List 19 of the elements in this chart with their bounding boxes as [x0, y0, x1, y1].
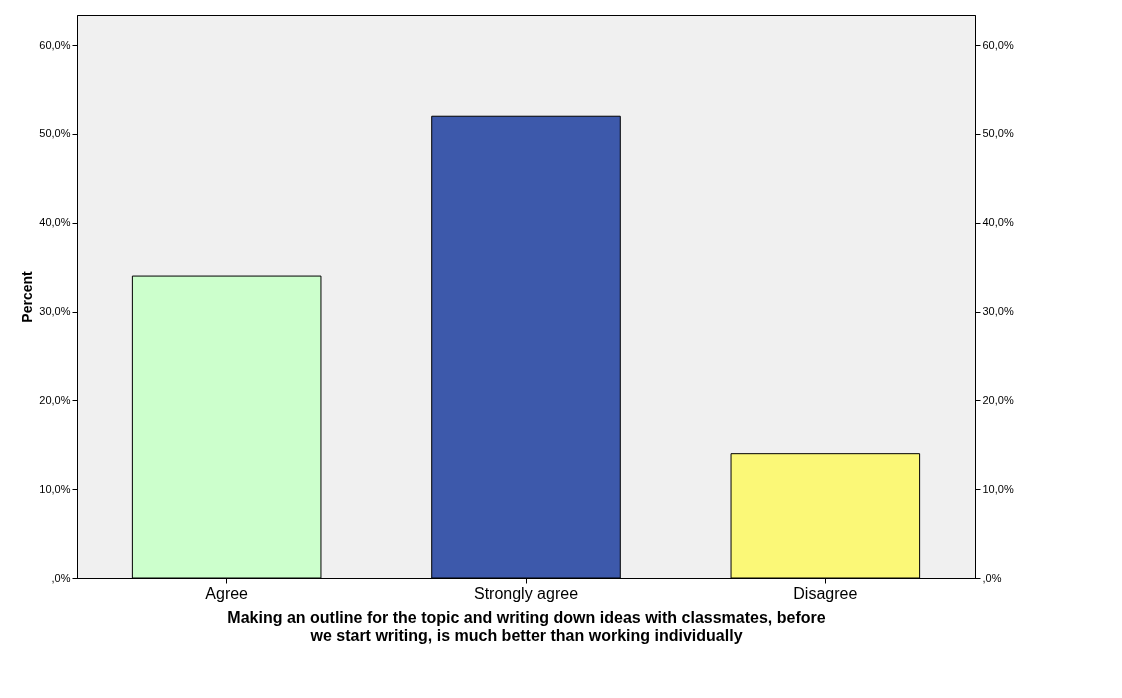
y2-tick-label: ,0%	[982, 571, 1002, 584]
x-tick-label: Disagree	[793, 584, 858, 602]
y2-tick-label: 60,0%	[982, 38, 1014, 51]
x-tick-label: Agree	[205, 584, 249, 602]
y-tick-label: 10,0%	[39, 482, 71, 495]
x-axis-title: Making an outline for the topic and writing down ideas with classmates, before we start writing, is much better than working individually	[227, 608, 826, 644]
y-tick-label: 50,0%	[39, 127, 71, 140]
y2-tick-label: 10,0%	[982, 482, 1014, 495]
y2-tick-label: 40,0%	[982, 216, 1014, 229]
y-tick-label: ,0%	[51, 571, 71, 584]
y-tick-label: 60,0%	[39, 38, 71, 51]
y-axis-title: Percent	[19, 270, 36, 323]
y2-tick-label: 30,0%	[982, 305, 1014, 318]
y2-tick-label: 50,0%	[982, 127, 1014, 140]
y-tick-label: 40,0%	[39, 216, 71, 229]
y-tick-label: 20,0%	[39, 393, 71, 406]
y-tick-label: 30,0%	[39, 305, 71, 318]
x-tick-label: Strongly agree	[473, 584, 579, 602]
y2-tick-label: 20,0%	[982, 393, 1014, 406]
